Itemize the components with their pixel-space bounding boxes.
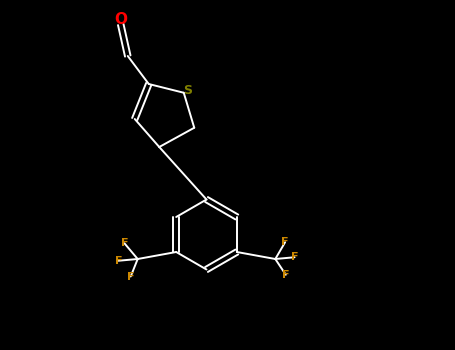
Text: F: F bbox=[291, 252, 298, 262]
Text: S: S bbox=[183, 84, 192, 98]
Text: F: F bbox=[115, 256, 122, 266]
Text: F: F bbox=[127, 272, 134, 281]
Text: F: F bbox=[121, 238, 128, 248]
Text: F: F bbox=[281, 237, 289, 247]
Text: O: O bbox=[114, 12, 127, 27]
Text: F: F bbox=[282, 270, 289, 280]
